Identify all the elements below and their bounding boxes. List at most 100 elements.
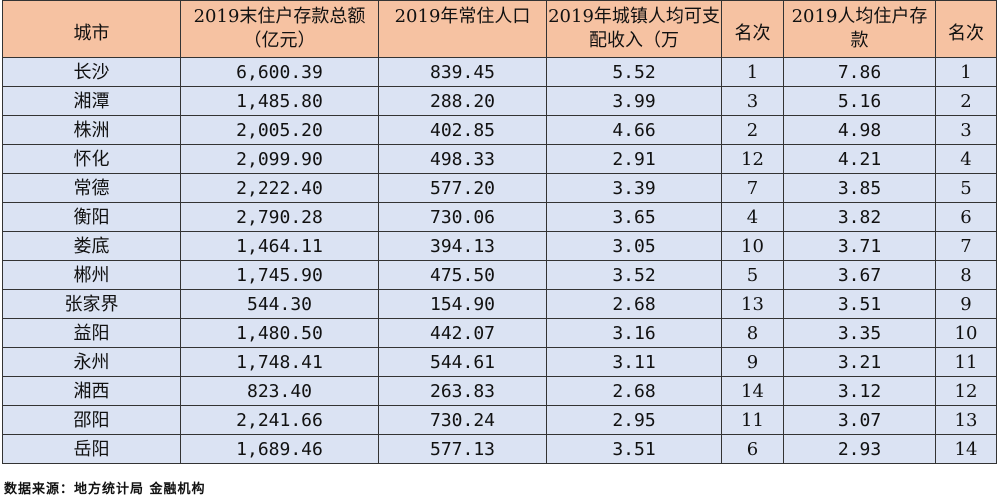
cell-total-deposits: 823.40 xyxy=(180,376,379,406)
table-row: 衡阳 2,790.28 730.06 3.65 4 3.82 6 xyxy=(2,202,997,232)
cell-total-deposits: 6,600.39 xyxy=(180,57,379,87)
table-row: 岳阳 1,689.46 577.13 3.51 6 2.93 14 xyxy=(2,434,997,464)
cell-city: 湘西 xyxy=(2,376,181,406)
cell-disposable-income: 3.16 xyxy=(546,318,722,348)
cell-total-deposits: 1,485.80 xyxy=(180,86,379,116)
cell-disposable-income: 2.91 xyxy=(546,144,722,174)
header-row: 城市 2019末住户存款总额（亿元） 2019年常住人口 2019年城镇人均可支… xyxy=(2,0,997,58)
header-income-rank: 名次 xyxy=(721,0,784,58)
cell-disposable-income: 3.05 xyxy=(546,231,722,261)
cell-deposit-rank: 9 xyxy=(935,289,997,319)
cell-total-deposits: 1,480.50 xyxy=(180,318,379,348)
cell-population: 577.13 xyxy=(378,434,547,464)
cell-per-capita-deposits: 3.21 xyxy=(783,347,936,377)
cell-population: 498.33 xyxy=(378,144,547,174)
cell-income-rank: 8 xyxy=(721,318,784,348)
table-row: 娄底 1,464.11 394.13 3.05 10 3.71 7 xyxy=(2,231,997,261)
cell-city: 株洲 xyxy=(2,115,181,145)
table-row: 株洲 2,005.20 402.85 4.66 2 4.98 3 xyxy=(2,115,997,145)
cell-income-rank: 3 xyxy=(721,86,784,116)
cell-income-rank: 12 xyxy=(721,144,784,174)
cell-per-capita-deposits: 3.82 xyxy=(783,202,936,232)
cell-total-deposits: 1,745.90 xyxy=(180,260,379,290)
cell-city: 娄底 xyxy=(2,231,181,261)
cell-disposable-income: 3.11 xyxy=(546,347,722,377)
cell-city: 湘潭 xyxy=(2,86,181,116)
header-population: 2019年常住人口 xyxy=(378,0,547,58)
table-row: 怀化 2,099.90 498.33 2.91 12 4.21 4 xyxy=(2,144,997,174)
cell-deposit-rank: 6 xyxy=(935,202,997,232)
cell-income-rank: 4 xyxy=(721,202,784,232)
cell-per-capita-deposits: 3.85 xyxy=(783,173,936,203)
cell-deposit-rank: 12 xyxy=(935,376,997,406)
cell-total-deposits: 1,689.46 xyxy=(180,434,379,464)
cell-per-capita-deposits: 3.07 xyxy=(783,405,936,435)
header-deposit-rank: 名次 xyxy=(935,0,997,58)
cell-population: 577.20 xyxy=(378,173,547,203)
table-row: 张家界 544.30 154.90 2.68 13 3.51 9 xyxy=(2,289,997,319)
cell-population: 475.50 xyxy=(378,260,547,290)
cell-disposable-income: 3.39 xyxy=(546,173,722,203)
cell-deposit-rank: 4 xyxy=(935,144,997,174)
cell-income-rank: 10 xyxy=(721,231,784,261)
cell-per-capita-deposits: 5.16 xyxy=(783,86,936,116)
cell-income-rank: 6 xyxy=(721,434,784,464)
cell-deposit-rank: 8 xyxy=(935,260,997,290)
cell-population: 394.13 xyxy=(378,231,547,261)
cell-city: 邵阳 xyxy=(2,405,181,435)
cell-disposable-income: 5.52 xyxy=(546,57,722,87)
cell-disposable-income: 2.95 xyxy=(546,405,722,435)
cell-per-capita-deposits: 2.93 xyxy=(783,434,936,464)
cell-city: 益阳 xyxy=(2,318,181,348)
data-source-note: 数据来源：地方统计局 金融机构 xyxy=(4,482,206,497)
cell-disposable-income: 3.51 xyxy=(546,434,722,464)
cell-disposable-income: 3.52 xyxy=(546,260,722,290)
cell-population: 544.61 xyxy=(378,347,547,377)
cell-total-deposits: 544.30 xyxy=(180,289,379,319)
cell-population: 154.90 xyxy=(378,289,547,319)
header-disposable-income: 2019年城镇人均可支配收入（万 xyxy=(546,0,722,58)
cell-city: 衡阳 xyxy=(2,202,181,232)
cell-city: 永州 xyxy=(2,347,181,377)
header-per-capita-deposits: 2019人均住户存款 xyxy=(783,0,936,58)
cell-income-rank: 13 xyxy=(721,289,784,319)
table-row: 邵阳 2,241.66 730.24 2.95 11 3.07 13 xyxy=(2,405,997,435)
table-row: 益阳 1,480.50 442.07 3.16 8 3.35 10 xyxy=(2,318,997,348)
cell-total-deposits: 1,464.11 xyxy=(180,231,379,261)
cell-total-deposits: 1,748.41 xyxy=(180,347,379,377)
deposit-table: 城市 2019末住户存款总额（亿元） 2019年常住人口 2019年城镇人均可支… xyxy=(2,0,997,464)
cell-deposit-rank: 11 xyxy=(935,347,997,377)
cell-per-capita-deposits: 4.98 xyxy=(783,115,936,145)
header-city: 城市 xyxy=(2,0,181,58)
cell-income-rank: 1 xyxy=(721,57,784,87)
cell-per-capita-deposits: 3.67 xyxy=(783,260,936,290)
cell-per-capita-deposits: 4.21 xyxy=(783,144,936,174)
cell-income-rank: 11 xyxy=(721,405,784,435)
cell-income-rank: 5 xyxy=(721,260,784,290)
cell-population: 263.83 xyxy=(378,376,547,406)
cell-population: 402.85 xyxy=(378,115,547,145)
cell-population: 288.20 xyxy=(378,86,547,116)
cell-city: 怀化 xyxy=(2,144,181,174)
cell-disposable-income: 2.68 xyxy=(546,289,722,319)
cell-total-deposits: 2,099.90 xyxy=(180,144,379,174)
cell-population: 730.06 xyxy=(378,202,547,232)
cell-deposit-rank: 13 xyxy=(935,405,997,435)
table-row: 永州 1,748.41 544.61 3.11 9 3.21 11 xyxy=(2,347,997,377)
cell-deposit-rank: 10 xyxy=(935,318,997,348)
cell-total-deposits: 2,222.40 xyxy=(180,173,379,203)
cell-deposit-rank: 3 xyxy=(935,115,997,145)
cell-deposit-rank: 7 xyxy=(935,231,997,261)
cell-deposit-rank: 5 xyxy=(935,173,997,203)
cell-deposit-rank: 1 xyxy=(935,57,997,87)
cell-per-capita-deposits: 3.35 xyxy=(783,318,936,348)
cell-population: 730.24 xyxy=(378,405,547,435)
cell-total-deposits: 2,005.20 xyxy=(180,115,379,145)
cell-city: 郴州 xyxy=(2,260,181,290)
cell-per-capita-deposits: 7.86 xyxy=(783,57,936,87)
cell-per-capita-deposits: 3.12 xyxy=(783,376,936,406)
cell-population: 442.07 xyxy=(378,318,547,348)
cell-city: 岳阳 xyxy=(2,434,181,464)
cell-disposable-income: 3.65 xyxy=(546,202,722,232)
cell-disposable-income: 3.99 xyxy=(546,86,722,116)
